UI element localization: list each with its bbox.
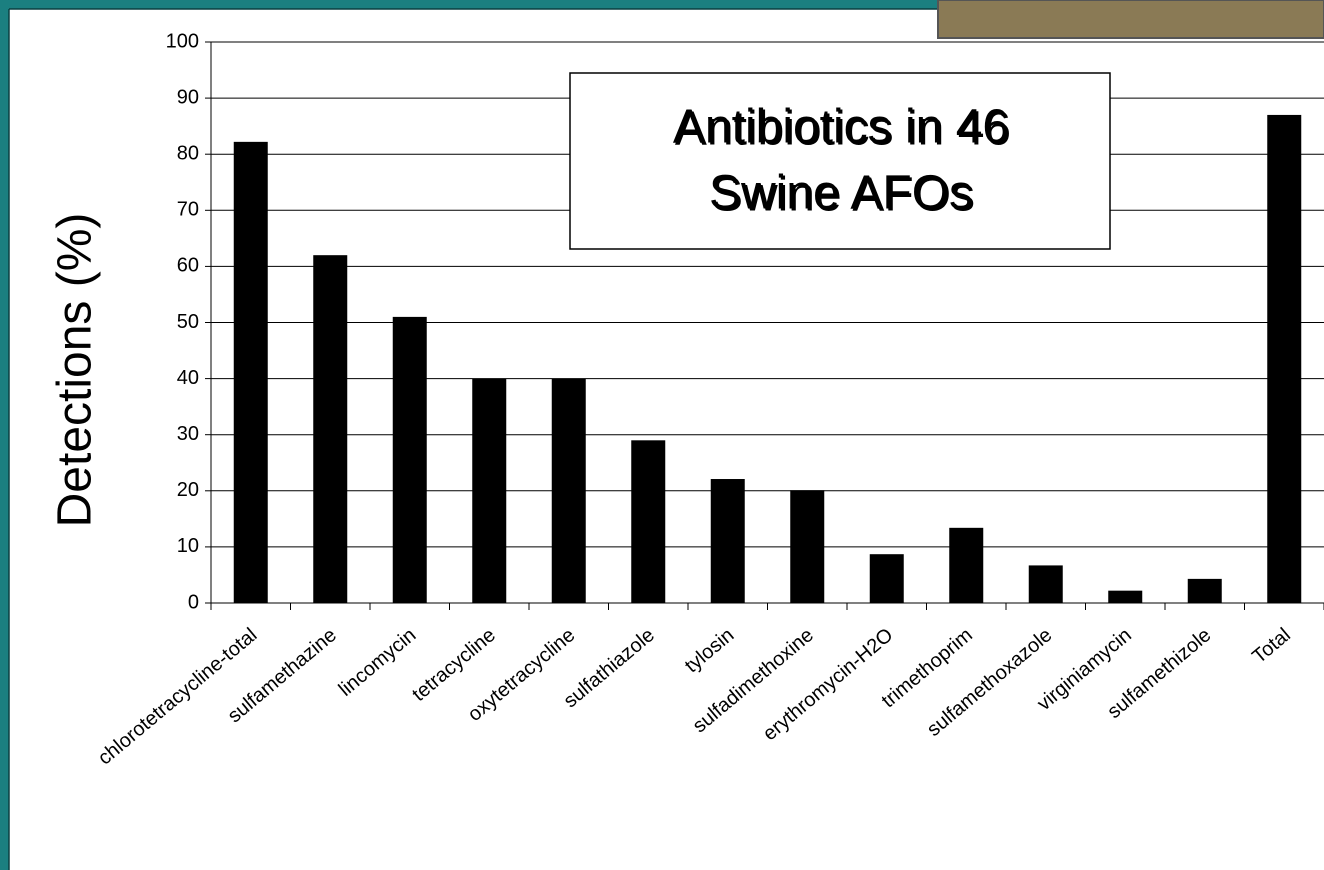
bar [869, 554, 904, 603]
bar [551, 378, 586, 603]
y-tick-label: 90 [177, 86, 199, 108]
chart-title: Antibiotics in 46 [673, 101, 1009, 154]
chart-title: Swine AFOs [709, 167, 973, 220]
y-tick-label: 50 [177, 311, 199, 333]
y-tick-label: 60 [177, 255, 199, 277]
y-tick-label: 80 [177, 142, 199, 164]
photo [938, 0, 1324, 38]
bar [233, 141, 268, 603]
bar [1267, 114, 1302, 604]
y-axis-label: Detections (%) [49, 213, 102, 528]
bar [1028, 565, 1063, 603]
bar [472, 378, 507, 603]
y-tick-label: 0 [188, 591, 199, 613]
y-tick-label: 100 [166, 30, 199, 52]
left-border [0, 0, 9, 870]
top-border [0, 0, 940, 9]
title-shadow: Antibiotics in 46 [675, 103, 1011, 156]
y-tick-label: 20 [177, 479, 199, 501]
photo-frame [937, 0, 1324, 39]
y-tick-label: 30 [177, 423, 199, 445]
bar [790, 490, 825, 603]
bar [710, 479, 745, 603]
title-box [569, 72, 1111, 250]
title-shadow: Swine AFOs [711, 169, 975, 222]
bar [1187, 578, 1222, 603]
bar [313, 255, 348, 603]
bar [1108, 590, 1143, 603]
bar [949, 527, 984, 603]
y-tick-label: 40 [177, 367, 199, 389]
bar [392, 316, 427, 603]
bar [631, 440, 666, 603]
y-tick-label: 70 [177, 199, 199, 221]
y-tick-label: 10 [177, 535, 199, 557]
